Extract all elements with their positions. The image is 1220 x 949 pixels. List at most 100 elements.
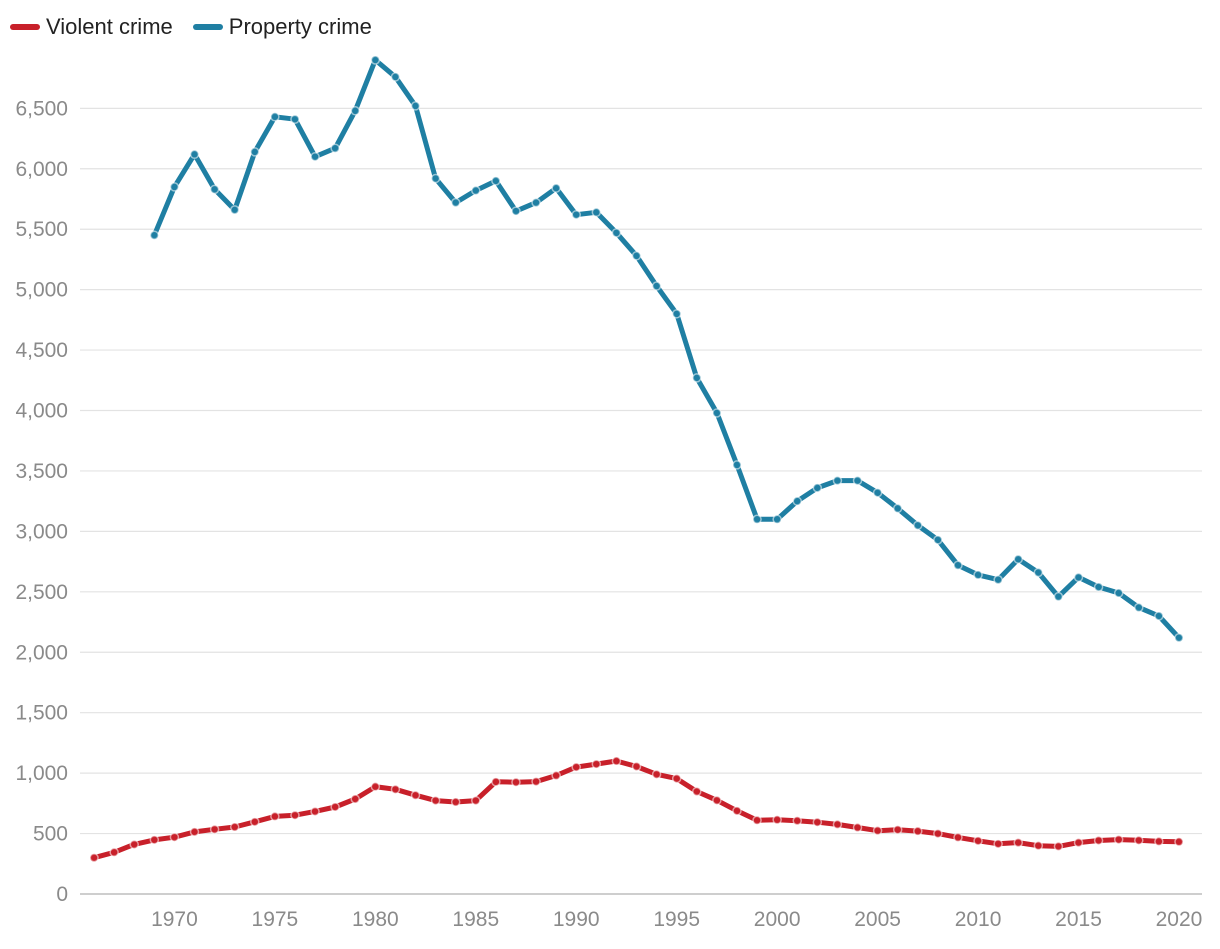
data-point[interactable] bbox=[1033, 567, 1044, 578]
data-point[interactable] bbox=[1093, 835, 1104, 846]
data-point[interactable] bbox=[169, 832, 180, 842]
data-point[interactable] bbox=[872, 487, 883, 498]
data-point[interactable] bbox=[390, 784, 401, 795]
data-point[interactable] bbox=[752, 514, 762, 525]
data-point[interactable] bbox=[913, 826, 923, 836]
data-point[interactable] bbox=[752, 815, 762, 826]
data-point[interactable] bbox=[390, 72, 401, 82]
data-point[interactable] bbox=[772, 815, 782, 825]
data-point[interactable] bbox=[651, 769, 662, 780]
data-point[interactable] bbox=[1093, 582, 1104, 592]
data-point[interactable] bbox=[129, 839, 139, 850]
data-point[interactable] bbox=[229, 822, 240, 832]
data-point[interactable] bbox=[1174, 837, 1184, 847]
data-point[interactable] bbox=[812, 483, 823, 493]
data-point[interactable] bbox=[792, 496, 802, 506]
data-point[interactable] bbox=[692, 373, 702, 383]
data-point[interactable] bbox=[712, 408, 722, 418]
data-point[interactable] bbox=[772, 514, 782, 525]
data-point[interactable] bbox=[1053, 591, 1064, 602]
data-point[interactable] bbox=[471, 795, 481, 806]
data-point[interactable] bbox=[973, 570, 983, 580]
data-point[interactable] bbox=[591, 759, 602, 769]
data-point[interactable] bbox=[1033, 840, 1044, 851]
data-point[interactable] bbox=[551, 770, 561, 781]
data-point[interactable] bbox=[471, 185, 481, 196]
data-point[interactable] bbox=[229, 205, 240, 215]
data-point[interactable] bbox=[410, 101, 421, 111]
data-point[interactable] bbox=[109, 847, 119, 858]
data-point[interactable] bbox=[812, 817, 823, 827]
data-point[interactable] bbox=[1073, 837, 1084, 848]
data-point[interactable] bbox=[712, 795, 722, 806]
data-point[interactable] bbox=[1154, 611, 1164, 621]
data-point[interactable] bbox=[450, 197, 461, 208]
data-point[interactable] bbox=[692, 786, 702, 797]
legend-item-property-crime[interactable]: Property crime bbox=[192, 14, 372, 40]
data-point[interactable] bbox=[591, 207, 602, 218]
data-point[interactable] bbox=[832, 475, 843, 486]
data-point[interactable] bbox=[993, 574, 1003, 585]
data-point[interactable] bbox=[732, 806, 742, 816]
data-point[interactable] bbox=[531, 197, 541, 208]
data-point[interactable] bbox=[189, 827, 200, 837]
data-point[interactable] bbox=[491, 777, 501, 787]
data-point[interactable] bbox=[953, 832, 963, 843]
data-point[interactable] bbox=[852, 822, 863, 833]
data-point[interactable] bbox=[732, 460, 742, 470]
data-point[interactable] bbox=[290, 810, 300, 820]
data-point[interactable] bbox=[330, 802, 340, 812]
data-point[interactable] bbox=[1073, 572, 1084, 583]
data-point[interactable] bbox=[370, 55, 381, 65]
data-point[interactable] bbox=[1154, 836, 1164, 847]
data-point[interactable] bbox=[832, 819, 843, 830]
data-point[interactable] bbox=[1134, 835, 1144, 846]
data-point[interactable] bbox=[350, 794, 360, 804]
data-point[interactable] bbox=[1113, 834, 1124, 845]
data-point[interactable] bbox=[270, 811, 280, 822]
data-point[interactable] bbox=[933, 828, 943, 839]
data-point[interactable] bbox=[330, 143, 340, 153]
data-point[interactable] bbox=[149, 230, 160, 241]
data-point[interactable] bbox=[430, 173, 441, 184]
data-point[interactable] bbox=[89, 852, 99, 863]
data-point[interactable] bbox=[531, 776, 541, 787]
data-point[interactable] bbox=[611, 756, 622, 766]
data-point[interactable] bbox=[270, 112, 280, 122]
data-point[interactable] bbox=[973, 836, 983, 846]
data-point[interactable] bbox=[571, 209, 581, 220]
data-point[interactable] bbox=[1013, 554, 1023, 564]
data-point[interactable] bbox=[209, 184, 220, 195]
data-point[interactable] bbox=[611, 228, 622, 238]
legend-item-violent-crime[interactable]: Violent crime bbox=[10, 14, 173, 40]
data-point[interactable] bbox=[1013, 837, 1023, 848]
data-point[interactable] bbox=[1174, 633, 1184, 643]
data-point[interactable] bbox=[1053, 841, 1064, 852]
data-point[interactable] bbox=[671, 309, 682, 319]
data-point[interactable] bbox=[149, 835, 160, 845]
data-point[interactable] bbox=[250, 817, 260, 827]
data-point[interactable] bbox=[1134, 602, 1144, 613]
data-point[interactable] bbox=[651, 281, 662, 291]
data-point[interactable] bbox=[189, 149, 200, 160]
data-point[interactable] bbox=[209, 824, 220, 835]
data-point[interactable] bbox=[450, 797, 461, 807]
data-point[interactable] bbox=[892, 503, 903, 514]
data-point[interactable] bbox=[169, 182, 180, 192]
data-point[interactable] bbox=[631, 761, 642, 772]
data-point[interactable] bbox=[410, 790, 421, 800]
data-point[interactable] bbox=[792, 816, 802, 826]
data-point[interactable] bbox=[350, 106, 360, 116]
data-point[interactable] bbox=[872, 825, 883, 836]
data-point[interactable] bbox=[290, 114, 300, 124]
data-point[interactable] bbox=[551, 183, 561, 193]
data-point[interactable] bbox=[310, 151, 320, 162]
data-point[interactable] bbox=[933, 535, 943, 545]
data-point[interactable] bbox=[913, 520, 923, 531]
data-point[interactable] bbox=[511, 206, 521, 216]
data-point[interactable] bbox=[852, 475, 863, 486]
data-point[interactable] bbox=[993, 839, 1003, 849]
data-point[interactable] bbox=[310, 806, 320, 817]
data-point[interactable] bbox=[671, 773, 682, 784]
data-point[interactable] bbox=[430, 795, 441, 806]
